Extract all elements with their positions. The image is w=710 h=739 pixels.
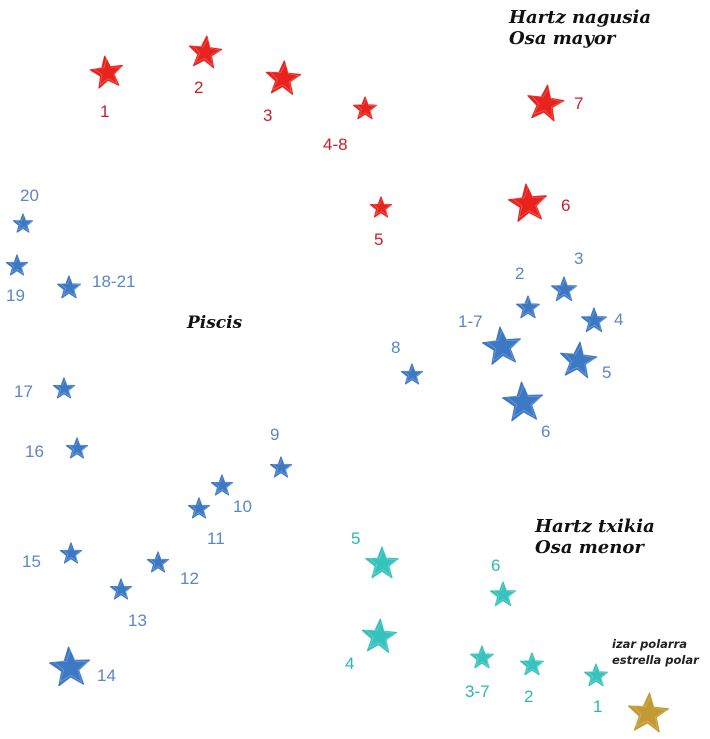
piscis-star-4 (580, 307, 608, 333)
piscis-star-2 (515, 295, 541, 319)
osa-mayor-star-4-8 (353, 96, 377, 120)
osa-mayor-title-line1: Hartz nagusia (509, 7, 652, 28)
piscis-label-6: 6 (541, 422, 551, 441)
osa-menor-label-6: 6 (491, 556, 501, 575)
piscis-star-13 (109, 578, 133, 600)
piscis-label-17: 17 (14, 382, 33, 401)
osa-menor-star-5 (365, 546, 399, 579)
piscis-label-12: 12 (180, 569, 199, 588)
piscis-star-6 (502, 381, 544, 422)
piscis-label-2: 2 (515, 264, 525, 283)
piscis-star-8 (400, 363, 424, 385)
piscis-label-1-7: 1-7 (458, 312, 483, 331)
piscis-label-14: 14 (97, 666, 116, 685)
osa-menor-star-1 (583, 663, 609, 687)
polar-star-label-line1: izar polarra (612, 637, 688, 651)
piscis-label-19: 19 (6, 286, 25, 305)
piscis-label-11: 11 (207, 529, 225, 548)
osa-menor-title-line1: Hartz txikia (535, 516, 655, 537)
osa-mayor-label-4-8: 4-8 (323, 135, 348, 154)
osa-mayor-star-2 (188, 35, 223, 69)
piscis-star-19 (5, 254, 29, 276)
osa-mayor-label-5: 5 (374, 230, 384, 249)
piscis-star-5 (559, 341, 598, 379)
piscis-star-1-7 (481, 326, 521, 365)
piscis-label-4: 4 (614, 310, 624, 329)
osa-mayor-star-3 (265, 60, 302, 95)
piscis-label-9: 9 (270, 425, 280, 444)
osa-mayor-label-1: 1 (100, 102, 110, 121)
piscis-label-16: 16 (25, 442, 44, 461)
piscis-label-20: 20 (20, 186, 39, 205)
polar-star (627, 692, 670, 733)
piscis-label-18-21: 18-21 (92, 272, 136, 291)
piscis-label-3: 3 (574, 249, 584, 268)
osa-mayor-label-7: 7 (574, 94, 584, 113)
osa-menor-star-3-7 (470, 645, 494, 669)
osa-menor-star-4 (361, 618, 398, 653)
piscis-star-14 (48, 646, 91, 687)
osa-menor-label-4: 4 (345, 654, 355, 673)
piscis-star-17 (52, 377, 76, 399)
polar-star-label-line2: estrella polar (612, 652, 699, 667)
osa-mayor-label-3: 3 (263, 106, 273, 125)
piscis-title-text: Piscis (187, 313, 243, 333)
osa-mayor-title: Hartz nagusia Osa mayor (509, 7, 652, 49)
piscis-star-20 (12, 213, 34, 233)
piscis-star-10 (210, 474, 234, 496)
piscis-label-10: 10 (233, 497, 252, 516)
osa-menor-title-line2: Osa menor (535, 536, 644, 558)
osa-menor-label-5: 5 (351, 529, 361, 548)
osa-menor-label-1: 1 (593, 697, 603, 716)
osa-mayor-star-5 (369, 196, 393, 218)
piscis-title: Piscis (187, 313, 243, 334)
osa-mayor-title-line2: Osa mayor (509, 27, 616, 49)
osa-mayor-star-6 (507, 183, 547, 222)
piscis-star-3 (550, 276, 578, 302)
osa-menor-star-2 (519, 652, 545, 676)
osa-menor-star-6 (490, 581, 517, 607)
osa-mayor-star-1 (89, 55, 123, 89)
osa-mayor-label-2: 2 (194, 78, 204, 97)
osa-menor-label-2: 2 (524, 687, 534, 706)
osa-mayor-label-6: 6 (561, 196, 571, 215)
osa-menor-title: Hartz txikia Osa menor (535, 516, 655, 558)
polar-star-label: izar polarra estrella polar (612, 637, 699, 668)
piscis-label-13: 13 (128, 611, 147, 630)
piscis-star-11 (187, 497, 211, 519)
piscis-star-12 (146, 551, 170, 573)
piscis-label-8: 8 (391, 338, 401, 357)
osa-menor-label-3-7: 3-7 (465, 682, 490, 701)
osa-mayor-star-7 (527, 84, 565, 122)
piscis-label-15: 15 (22, 552, 41, 571)
piscis-star-18-21 (56, 275, 82, 299)
piscis-star-9 (269, 456, 293, 478)
piscis-star-15 (59, 542, 83, 564)
piscis-label-5: 5 (602, 363, 612, 382)
piscis-star-16 (65, 437, 89, 459)
